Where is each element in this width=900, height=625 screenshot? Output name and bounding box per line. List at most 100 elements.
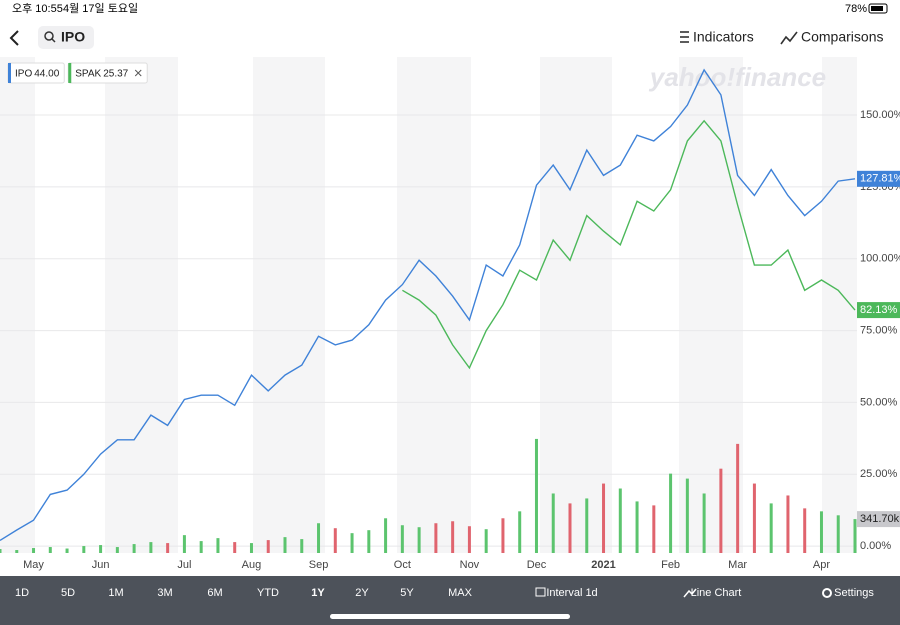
search-box[interactable] [38, 26, 94, 49]
search-text[interactable]: IPO [61, 29, 85, 45]
volume-bar [853, 519, 857, 553]
volume-bar [451, 521, 455, 553]
range-button[interactable]: 2Y [355, 587, 369, 599]
back[interactable] [9, 30, 19, 46]
series-line [402, 119, 856, 370]
x-tick-label: Apr [813, 559, 830, 571]
range-button[interactable]: 6M [207, 587, 222, 599]
volume-bar [819, 511, 823, 553]
interval[interactable]: Interval 1d [546, 587, 597, 599]
volume-bar [736, 443, 740, 553]
volume-bar [467, 526, 471, 553]
volume-bar [317, 523, 321, 553]
range-button[interactable]: 3M [157, 587, 172, 599]
chip-close[interactable] [134, 69, 142, 77]
last-tag [857, 511, 900, 528]
last-label: 82.13% [860, 304, 898, 316]
volume-bar [367, 530, 371, 553]
chart-type[interactable]: Line Chart [691, 587, 742, 599]
volume-bar [769, 503, 773, 553]
battery-icon [868, 3, 888, 14]
range-button[interactable]: 1D [15, 587, 29, 599]
volume-bar [501, 518, 505, 553]
range-button[interactable]: 5Y [400, 587, 414, 599]
range-button[interactable]: YTD [257, 587, 279, 599]
volume-bar [283, 537, 287, 553]
comparisons[interactable]: Comparisons [801, 29, 883, 45]
volume-bar [166, 543, 170, 553]
volume-bar [702, 493, 706, 553]
range-button[interactable]: 5D [61, 587, 75, 599]
volume-bar [400, 525, 404, 553]
last-label: 341.70k [860, 513, 900, 525]
volume-bar [82, 546, 86, 553]
volume-bar [132, 544, 136, 553]
volume-bar [752, 483, 756, 553]
volume-bar [618, 488, 622, 553]
x-tick-label: Mar [728, 559, 747, 571]
battery: 78% [845, 3, 867, 15]
volume-bar [434, 523, 438, 553]
volume-bar [48, 547, 52, 553]
volume-bar [635, 501, 639, 553]
volume-bar [149, 542, 153, 553]
last-tag [857, 302, 900, 319]
x-tick-label: Aug [242, 559, 262, 571]
volume-bar [719, 468, 723, 553]
volume-bar [669, 473, 673, 553]
chip-swatch [8, 63, 11, 83]
legend-price: 25.37 [103, 69, 128, 80]
legend-name: SPAK [75, 69, 101, 80]
volume-bar [266, 540, 270, 553]
range-button[interactable]: MAX [448, 587, 473, 599]
range-button[interactable]: 1Y [311, 587, 325, 599]
volume-bar [551, 493, 555, 553]
volume-bar [0, 549, 2, 553]
y-tick-label: 100.00% [860, 253, 900, 265]
x-tick-label: Nov [460, 559, 480, 571]
volume-bar [99, 545, 103, 553]
legend-chip[interactable]: IPO 44.00 [7, 62, 65, 84]
volume-bar [417, 527, 421, 553]
legend-price: 44.00 [34, 69, 59, 80]
series-line [0, 68, 856, 541]
x-tick-label: Feb [661, 559, 680, 571]
volume-bar [602, 483, 606, 553]
watermark: yahoo!finance [648, 62, 826, 92]
legend-name: IPO [15, 69, 32, 80]
legend-chip[interactable]: SPAK 25.37 [67, 62, 148, 84]
last-tag [857, 170, 900, 187]
indicators[interactable]: Indicators [693, 29, 754, 45]
x-tick-label: Jul [177, 559, 191, 571]
x-tick-label: 2021 [591, 559, 615, 571]
range-button[interactable]: 1M [108, 587, 123, 599]
volume-bar [484, 529, 488, 553]
volume-bar [568, 503, 572, 553]
volume-bar [249, 543, 253, 553]
x-tick-label: Dec [527, 559, 547, 571]
volume-bar [216, 538, 220, 553]
settings[interactable]: Settings [834, 587, 874, 599]
volume-bar [350, 533, 354, 553]
volume-bar [685, 478, 689, 553]
y-tick-label: 25.00% [860, 468, 898, 480]
volume-bar [65, 548, 69, 553]
x-tick-label: Sep [309, 559, 329, 571]
last-label: 127.81% [860, 173, 900, 185]
y-tick-label: 150.00% [860, 109, 900, 121]
volume-bar [115, 547, 119, 553]
x-tick-label: Jun [92, 559, 110, 571]
x-tick-label: May [23, 559, 44, 571]
volume-bar [15, 550, 19, 553]
volume-bar [333, 528, 337, 553]
status-date: 4월 17일 토요일 [63, 1, 138, 15]
y-tick-label: 0.00% [860, 540, 891, 552]
volume-bar [32, 548, 36, 553]
volume-bar [233, 542, 237, 553]
volume-bar [300, 539, 304, 553]
volume-bar [803, 508, 807, 553]
volume-bar [518, 511, 522, 553]
volume-bar [836, 515, 840, 553]
y-tick-label: 50.00% [860, 396, 898, 408]
